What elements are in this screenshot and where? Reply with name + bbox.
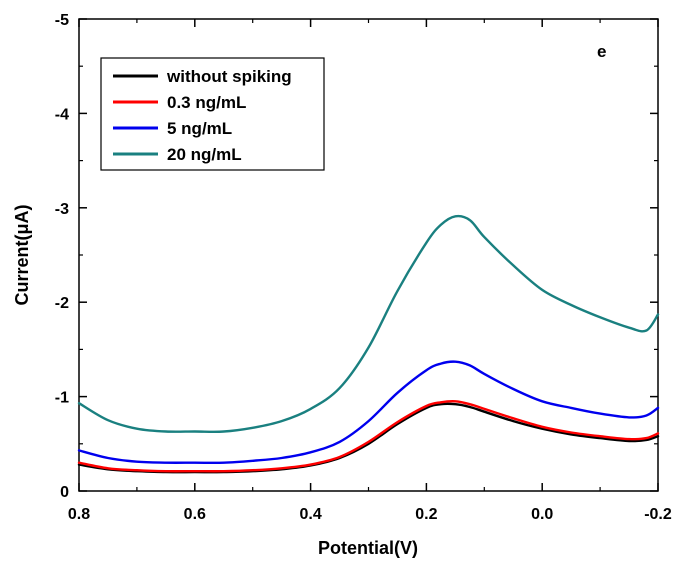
x-axis-title: Potential(V) bbox=[318, 538, 418, 558]
x-tick-label: 0.0 bbox=[531, 506, 553, 523]
y-tick-label: -3 bbox=[55, 201, 69, 218]
legend-label: 5 ng/mL bbox=[167, 119, 232, 138]
legend: without spiking 0.3 ng/mL 5 ng/mL 20 ng/mL bbox=[100, 57, 325, 171]
series-line-0-3-ng-ml bbox=[77, 400, 660, 473]
y-tick-label: -1 bbox=[55, 390, 69, 407]
legend-label: 20 ng/mL bbox=[167, 145, 242, 164]
y-tick-label: 0 bbox=[60, 484, 69, 501]
axis-tick-labels: 0.8 0.6 0.4 0.2 0.0 -0.2 0 -1 -2 -3 -4 -5 bbox=[55, 12, 672, 523]
legend-label: 0.3 ng/mL bbox=[167, 93, 246, 112]
x-tick-label: 0.2 bbox=[415, 506, 437, 523]
x-tick-label: -0.2 bbox=[644, 506, 672, 523]
x-tick-label: 0.4 bbox=[299, 506, 321, 523]
legend-items: without spiking 0.3 ng/mL 5 ng/mL 20 ng/mL bbox=[113, 67, 292, 164]
y-tick-label: -2 bbox=[55, 295, 69, 312]
x-tick-label: 0.8 bbox=[68, 506, 90, 523]
axis-ticks bbox=[78, 18, 659, 492]
series-line-5-ng-ml bbox=[77, 360, 660, 465]
panel-label: e bbox=[597, 42, 606, 61]
legend-label: without spiking bbox=[166, 67, 292, 86]
y-tick-label: -5 bbox=[55, 12, 69, 29]
x-tick-label: 0.6 bbox=[184, 506, 206, 523]
series-line-20-ng-ml bbox=[77, 214, 660, 434]
y-axis-title: Current(μA) bbox=[12, 204, 32, 305]
series-lines bbox=[77, 214, 660, 474]
y-tick-label: -4 bbox=[55, 106, 69, 123]
